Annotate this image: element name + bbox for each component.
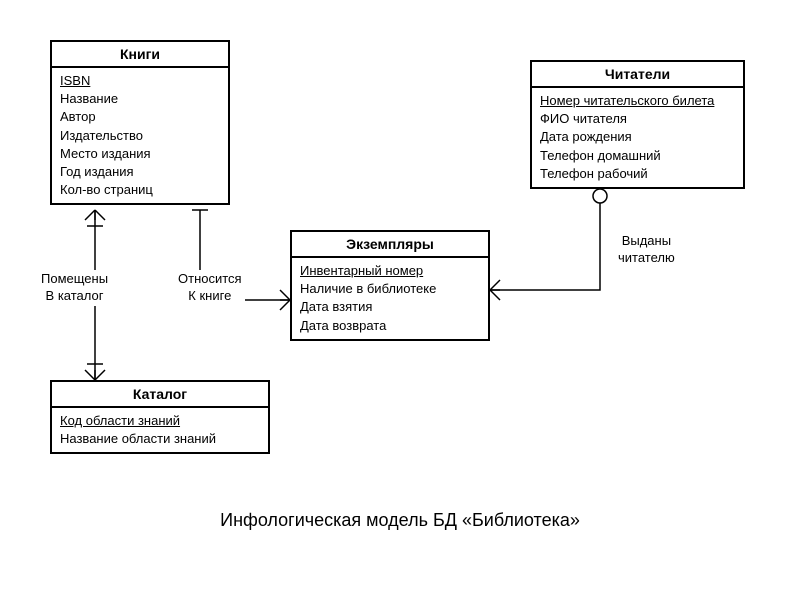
entity-title: Экземпляры — [292, 232, 488, 258]
entity-attribute: Дата взятия — [300, 298, 480, 316]
rel-label-line: К книге — [188, 288, 231, 303]
entity-attribute: Автор — [60, 108, 220, 126]
entity-title: Каталог — [52, 382, 268, 408]
rel-label-line: Относится — [178, 271, 242, 286]
rel-issued-to-reader: Выданы читателю — [615, 232, 678, 268]
entity-copies: ЭкземплярыИнвентарный номерНаличие в биб… — [290, 230, 490, 341]
entity-body: Номер читательского билетаФИО читателяДа… — [532, 88, 743, 187]
entity-books: КнигиISBNНазваниеАвторИздательствоМесто … — [50, 40, 230, 205]
entity-attribute: Издательство — [60, 127, 220, 145]
entity-catalog: КаталогКод области знанийНазвание област… — [50, 380, 270, 454]
entity-attribute: Название — [60, 90, 220, 108]
entity-attribute: Дата возврата — [300, 317, 480, 335]
entity-attribute: Наличие в библиотеке — [300, 280, 480, 298]
entity-readers: ЧитателиНомер читательского билетаФИО чи… — [530, 60, 745, 189]
rel-label-line: Помещены — [41, 271, 108, 286]
entity-attribute: Код области знаний — [60, 412, 260, 430]
entity-attribute: Инвентарный номер — [300, 262, 480, 280]
entity-attribute: Название области знаний — [60, 430, 260, 448]
entity-attribute: Телефон рабочий — [540, 165, 735, 183]
entity-attribute: ISBN — [60, 72, 220, 90]
rel-belongs-to-book: Относится К книге — [175, 270, 245, 306]
diagram-caption: Инфологическая модель БД «Библиотека» — [0, 510, 800, 531]
rel-label-line: читателю — [618, 250, 675, 265]
rel-label-line: В каталог — [46, 288, 104, 303]
rel-label-line: Выданы — [622, 233, 671, 248]
entity-title: Книги — [52, 42, 228, 68]
entity-attribute: Телефон домашний — [540, 147, 735, 165]
entity-attribute: Год издания — [60, 163, 220, 181]
entity-attribute: Номер читательского билета — [540, 92, 735, 110]
entity-attribute: ФИО читателя — [540, 110, 735, 128]
entity-attribute: Дата рождения — [540, 128, 735, 146]
entity-body: ISBNНазваниеАвторИздательствоМесто издан… — [52, 68, 228, 203]
entity-attribute: Кол-во страниц — [60, 181, 220, 199]
rel-in-catalog: Помещены В каталог — [38, 270, 111, 306]
entity-body: Код области знанийНазвание области знани… — [52, 408, 268, 452]
entity-body: Инвентарный номерНаличие в библиотекеДат… — [292, 258, 488, 339]
entity-title: Читатели — [532, 62, 743, 88]
entity-attribute: Место издания — [60, 145, 220, 163]
